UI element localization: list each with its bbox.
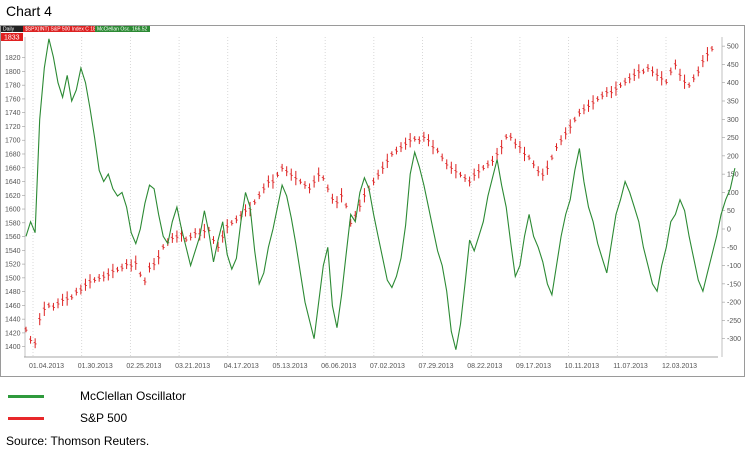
left-tick-label: 1500 [5, 275, 21, 282]
left-tick-label: 1440 [5, 317, 21, 324]
spx-header-bg [23, 26, 95, 32]
legend-label-sp500: S&P 500 [80, 411, 128, 425]
left-tick-label: 1560 [5, 234, 21, 241]
left-tick-label: 1680 [5, 151, 21, 158]
spx-last-value: 1833 [4, 35, 20, 42]
left-tick-label: 1540 [5, 248, 21, 255]
right-axis: -300-250-200-150-100-5005010015020025030… [721, 37, 741, 357]
left-tick-label: 1580 [5, 220, 21, 227]
x-tick-label: 06.06.2013 [321, 363, 356, 370]
right-tick-label: -250 [727, 318, 741, 325]
x-tick-label: 03.21.2013 [175, 363, 210, 370]
chart-header: Daily $SPX(INT) S&P 500 Index C 1833 McC… [1, 26, 150, 42]
legend-item-mcclellan: McClellan Oscillator [8, 388, 186, 404]
right-tick-label: 50 [727, 208, 735, 215]
left-tick-label: 1760 [5, 96, 21, 103]
x-axis: 01.04.2013 01.30.2013 02.25.2013 03.21.2013… [24, 356, 718, 370]
left-tick-label: 1400 [5, 344, 21, 351]
right-tick-label: -200 [727, 300, 741, 307]
right-tick-label: -100 [727, 263, 741, 270]
right-tick-label: 0 [727, 227, 731, 234]
x-tick-label: 02.25.2013 [126, 363, 161, 370]
x-tick-label: 05.13.2013 [272, 363, 307, 370]
right-tick-label: 250 [727, 135, 739, 142]
right-tick-label: 350 [727, 99, 739, 106]
x-tick-label: 04.17.2013 [224, 363, 259, 370]
spx-header-label: $SPX(INT) S&P 500 Index C 1833 [25, 27, 102, 33]
left-tick-label: 1480 [5, 289, 21, 296]
right-tick-label: 450 [727, 62, 739, 69]
left-tick-label: 1520 [5, 262, 21, 269]
chart-plot: 1400 1420 1440 1460 1480 1500 1520 1540 1560 1580… [1, 26, 741, 370]
x-tick-label: 10.11.2013 [565, 363, 600, 370]
left-tick-label: 1720 [5, 124, 21, 131]
chart-title: Chart 4 [6, 3, 52, 19]
x-tick-label: 01.04.2013 [29, 363, 64, 370]
period-label: Daily [3, 27, 15, 33]
left-tick-label: 1700 [5, 138, 21, 145]
source-note: Source: Thomson Reuters. [6, 434, 150, 448]
legend-label-mcclellan: McClellan Oscillator [80, 389, 187, 403]
x-tick-label: 09.17.2013 [516, 363, 551, 370]
right-tick-label: 400 [727, 80, 739, 87]
left-tick-label: 1640 [5, 179, 21, 186]
left-tick-label: 1740 [5, 110, 21, 117]
left-tick-label: 1660 [5, 165, 21, 172]
x-tick-label: 12.03.2013 [662, 363, 697, 370]
x-tick-label: 07.29.2013 [419, 363, 454, 370]
legend-item-sp500: S&P 500 [8, 410, 127, 426]
period-label-bg [1, 26, 23, 32]
legend-swatch-mcclellan [8, 394, 44, 398]
right-tick-label: -300 [727, 336, 741, 343]
left-tick-label: 1420 [5, 330, 21, 337]
right-tick-label: -50 [727, 245, 737, 252]
left-tick-label: 1460 [5, 303, 21, 310]
x-tick-label: 07.02.2013 [370, 363, 405, 370]
left-tick-label: 1780 [5, 83, 21, 90]
grid-lines [32, 37, 667, 357]
left-tick-label: 1800 [5, 69, 21, 76]
right-tick-label: -150 [727, 281, 741, 288]
left-axis: 1400 1420 1440 1460 1480 1500 1520 1540 1560 1580… [5, 37, 26, 357]
right-tick-label: 500 [727, 44, 739, 51]
right-tick-label: 300 [727, 117, 739, 124]
x-tick-label: 11.07.2013 [613, 363, 648, 370]
mcc-header-bg [95, 26, 150, 32]
left-tick-label: 1620 [5, 193, 21, 200]
right-tick-label: 100 [727, 190, 739, 197]
spx-last-badge [1, 33, 23, 41]
mcc-header-label: McClellan Osc. 166.52 [97, 27, 148, 33]
series-sp500 [24, 45, 714, 349]
right-tick-label: 200 [727, 153, 739, 160]
left-tick-label: 1600 [5, 207, 21, 214]
series-mcclellan-line [25, 38, 736, 350]
left-tick-label: 1820 [5, 55, 21, 62]
legend-swatch-sp500 [8, 416, 44, 420]
x-tick-label: 01.30.2013 [78, 363, 113, 370]
x-tick-label: 08.22.2013 [467, 363, 502, 370]
